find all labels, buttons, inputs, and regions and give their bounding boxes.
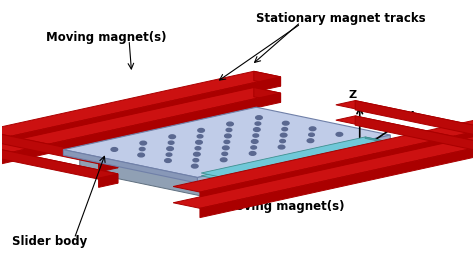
Polygon shape bbox=[355, 100, 474, 143]
Circle shape bbox=[198, 128, 204, 132]
Text: Slider body: Slider body bbox=[12, 235, 87, 248]
Circle shape bbox=[251, 146, 256, 149]
Circle shape bbox=[140, 141, 146, 145]
Circle shape bbox=[111, 148, 118, 151]
Circle shape bbox=[336, 132, 343, 136]
Circle shape bbox=[254, 128, 260, 131]
Polygon shape bbox=[0, 93, 281, 170]
Circle shape bbox=[168, 141, 174, 144]
Polygon shape bbox=[200, 140, 474, 218]
Polygon shape bbox=[0, 88, 281, 161]
Polygon shape bbox=[173, 119, 474, 192]
Circle shape bbox=[220, 158, 227, 162]
Circle shape bbox=[253, 134, 259, 137]
Polygon shape bbox=[80, 155, 201, 196]
Circle shape bbox=[225, 134, 231, 138]
Circle shape bbox=[282, 128, 288, 131]
Polygon shape bbox=[99, 159, 118, 172]
Polygon shape bbox=[365, 137, 383, 142]
Polygon shape bbox=[254, 88, 281, 102]
Circle shape bbox=[227, 122, 233, 126]
Polygon shape bbox=[0, 77, 281, 154]
Polygon shape bbox=[0, 140, 118, 183]
Circle shape bbox=[196, 140, 202, 144]
Polygon shape bbox=[200, 124, 474, 201]
Circle shape bbox=[280, 133, 287, 137]
Circle shape bbox=[193, 152, 200, 156]
Circle shape bbox=[309, 133, 314, 136]
Polygon shape bbox=[99, 174, 118, 187]
Circle shape bbox=[138, 153, 145, 157]
Polygon shape bbox=[64, 150, 198, 183]
Polygon shape bbox=[253, 117, 374, 158]
Circle shape bbox=[224, 140, 230, 143]
Circle shape bbox=[164, 159, 171, 162]
Polygon shape bbox=[254, 71, 281, 86]
Circle shape bbox=[195, 147, 201, 150]
Polygon shape bbox=[198, 135, 390, 183]
Polygon shape bbox=[336, 100, 474, 138]
Circle shape bbox=[255, 116, 262, 120]
Circle shape bbox=[310, 127, 316, 131]
Circle shape bbox=[278, 145, 285, 149]
Circle shape bbox=[251, 140, 258, 143]
Text: Y: Y bbox=[405, 111, 413, 121]
Polygon shape bbox=[201, 140, 383, 179]
Text: Z: Z bbox=[348, 90, 357, 100]
Polygon shape bbox=[64, 107, 390, 177]
Polygon shape bbox=[173, 135, 474, 208]
Circle shape bbox=[255, 122, 261, 125]
Polygon shape bbox=[365, 140, 383, 145]
Circle shape bbox=[226, 128, 232, 132]
Polygon shape bbox=[0, 140, 118, 178]
Circle shape bbox=[169, 135, 175, 139]
Text: Stationary magnet tracks: Stationary magnet tracks bbox=[256, 12, 426, 25]
Circle shape bbox=[166, 153, 172, 156]
Polygon shape bbox=[0, 71, 281, 145]
Circle shape bbox=[191, 164, 198, 168]
Circle shape bbox=[167, 147, 173, 151]
Circle shape bbox=[193, 159, 199, 162]
Polygon shape bbox=[201, 137, 383, 177]
Circle shape bbox=[283, 121, 289, 125]
Circle shape bbox=[307, 139, 314, 143]
Text: Moving magnet(s): Moving magnet(s) bbox=[46, 31, 166, 44]
Text: X: X bbox=[420, 157, 429, 167]
Circle shape bbox=[222, 146, 229, 150]
Polygon shape bbox=[0, 125, 118, 163]
Circle shape bbox=[197, 135, 203, 138]
Circle shape bbox=[280, 140, 285, 143]
Polygon shape bbox=[80, 117, 374, 180]
Polygon shape bbox=[355, 116, 474, 159]
Text: Moving magnet(s): Moving magnet(s) bbox=[224, 200, 345, 213]
Circle shape bbox=[249, 152, 256, 155]
Circle shape bbox=[139, 147, 145, 151]
Circle shape bbox=[222, 152, 228, 155]
Polygon shape bbox=[0, 125, 118, 168]
Polygon shape bbox=[336, 116, 474, 154]
